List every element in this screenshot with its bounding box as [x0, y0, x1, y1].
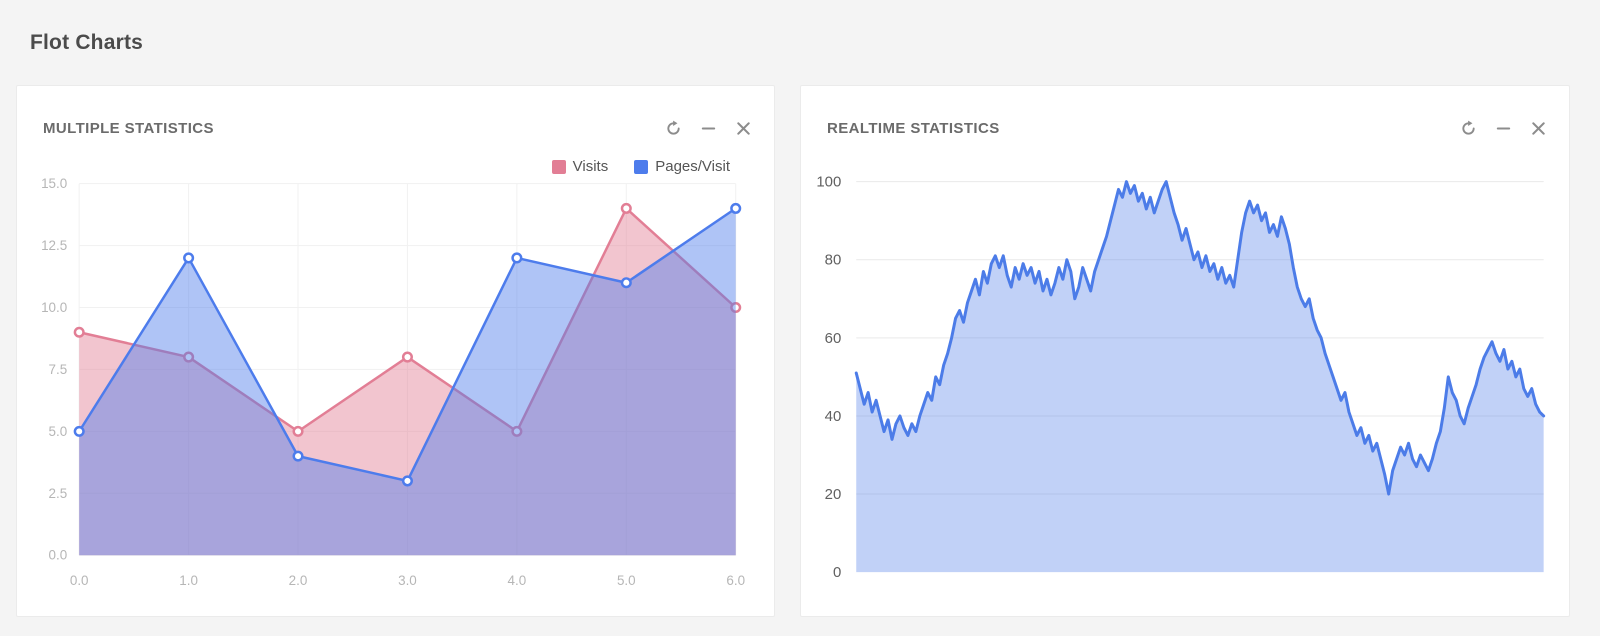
svg-text:2.5: 2.5 — [49, 486, 68, 501]
svg-text:2.0: 2.0 — [289, 573, 308, 588]
svg-text:12.5: 12.5 — [41, 238, 67, 253]
visits-legend-label: Visits — [572, 158, 609, 175]
svg-text:100: 100 — [816, 174, 841, 191]
svg-text:5.0: 5.0 — [49, 424, 68, 439]
panel-actions — [664, 119, 752, 137]
panel-actions — [1459, 119, 1547, 137]
svg-text:7.5: 7.5 — [49, 362, 68, 377]
visits-legend-swatch — [551, 159, 566, 174]
svg-text:0.0: 0.0 — [70, 573, 89, 588]
panel-title: MULTIPLE STATISTICS — [43, 119, 214, 137]
panel-realtime-statistics: 0 20 40 60 80 100 REALTIME STATISTICS — [800, 85, 1570, 617]
svg-text:3.0: 3.0 — [398, 573, 417, 588]
multiple-statistics-chart: 0.0 2.5 5.0 7.5 10.0 12.5 15.0 0.0 1.0 2.0 3.0 4.0 5… — [41, 176, 745, 588]
svg-text:6.0: 6.0 — [726, 573, 745, 588]
pages-visit-legend-swatch — [634, 159, 649, 174]
svg-text:60: 60 — [825, 330, 842, 347]
svg-text:4.0: 4.0 — [508, 573, 527, 588]
svg-text:0.0: 0.0 — [49, 548, 68, 563]
svg-text:10.0: 10.0 — [41, 300, 67, 315]
page-title: Flot Charts — [30, 31, 144, 54]
realtime-statistics-chart: 0 20 40 60 80 100 — [816, 174, 1546, 581]
svg-text:1.0: 1.0 — [179, 573, 198, 588]
refresh-icon[interactable] — [664, 119, 682, 137]
svg-text:40: 40 — [825, 408, 842, 425]
svg-text:20: 20 — [825, 486, 842, 503]
panels-row: 0.0 2.5 5.0 7.5 10.0 12.5 15.0 0.0 1.0 2.0 3.0 4.0 5… — [0, 85, 1600, 617]
close-icon[interactable] — [734, 119, 752, 137]
refresh-icon[interactable] — [1459, 119, 1477, 137]
close-icon[interactable] — [1529, 119, 1547, 137]
panel-multiple-statistics: 0.0 2.5 5.0 7.5 10.0 12.5 15.0 0.0 1.0 2.0 3.0 4.0 5… — [16, 85, 775, 617]
svg-text:5.0: 5.0 — [617, 573, 636, 588]
panel-header: MULTIPLE STATISTICS — [17, 86, 774, 146]
svg-text:0: 0 — [833, 564, 841, 581]
collapse-icon[interactable] — [1494, 119, 1512, 137]
svg-text:80: 80 — [825, 252, 842, 269]
panel-header: REALTIME STATISTICS — [801, 86, 1569, 146]
pages-visit-legend-label: Pages/Visit — [655, 158, 730, 175]
panel-title: REALTIME STATISTICS — [827, 119, 1000, 137]
chart-legend: Visits Pages/Visit — [551, 158, 730, 175]
svg-text:15.0: 15.0 — [41, 176, 67, 191]
collapse-icon[interactable] — [699, 119, 717, 137]
